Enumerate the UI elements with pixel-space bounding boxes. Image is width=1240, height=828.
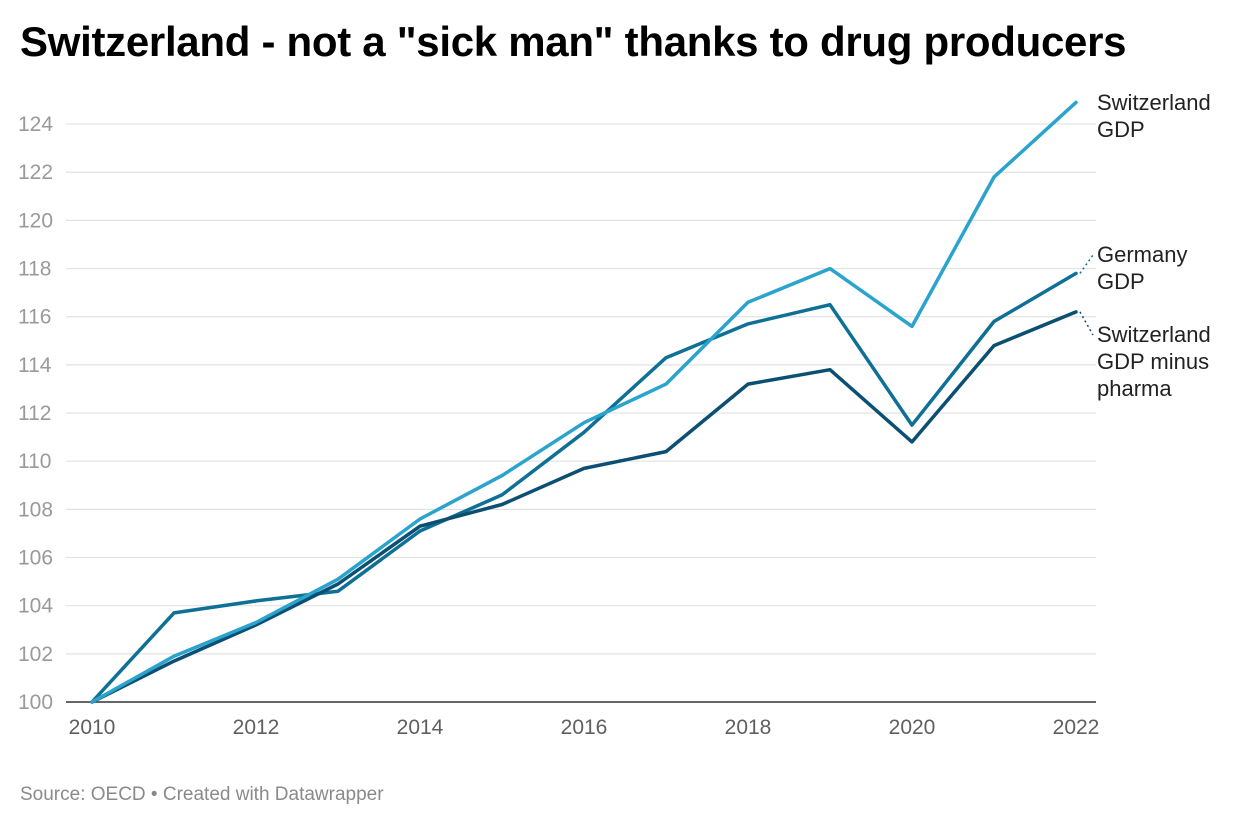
x-tick-label-2020: 2020 bbox=[889, 716, 936, 739]
label-connector-germany bbox=[1079, 254, 1094, 274]
y-tick-label-122: 122 bbox=[18, 161, 53, 184]
x-tick-label-2012: 2012 bbox=[233, 716, 280, 739]
series-line-switzerland-minus-pharma bbox=[90, 310, 1078, 704]
series-labels: Switzerland GDP Germany GDP Switzerland GDP m… bbox=[1079, 90, 1211, 401]
axes: 100 102 104 106 108 110 112 114 116 118 120 122 124 2… bbox=[18, 113, 1099, 739]
source-note: Source: OECD • Created with Datawrapper bbox=[20, 784, 384, 805]
y-tick-label-112: 112 bbox=[18, 402, 51, 425]
y-tick-label-102: 102 bbox=[18, 643, 53, 666]
series-line-switzerland bbox=[90, 100, 1078, 704]
series-line-germany bbox=[90, 271, 1078, 704]
series-label-switzerland: Switzerland GDP bbox=[1097, 90, 1211, 142]
label-connector-switzerland-minus-pharma bbox=[1079, 311, 1094, 336]
y-tick-label-108: 108 bbox=[18, 498, 53, 521]
x-tick-label-2018: 2018 bbox=[725, 716, 772, 739]
series-label-germany: Germany GDP bbox=[1097, 242, 1187, 294]
y-tick-label-120: 120 bbox=[18, 209, 53, 232]
gridlines bbox=[66, 123, 1096, 655]
y-tick-label-110: 110 bbox=[18, 450, 51, 473]
x-tick-label-2014: 2014 bbox=[397, 716, 444, 739]
y-tick-label-118: 118 bbox=[18, 258, 51, 281]
x-tick-label-2022: 2022 bbox=[1053, 716, 1100, 739]
series-lines bbox=[90, 100, 1078, 704]
series-label-switzerland-minus-pharma: Switzerland GDP minus pharma bbox=[1097, 322, 1211, 401]
x-tick-label-2010: 2010 bbox=[69, 716, 116, 739]
y-tick-label-100: 100 bbox=[18, 691, 53, 714]
y-tick-label-124: 124 bbox=[18, 113, 53, 136]
y-tick-label-104: 104 bbox=[18, 595, 53, 618]
y-tick-label-114: 114 bbox=[18, 354, 52, 377]
y-tick-label-106: 106 bbox=[18, 547, 53, 570]
chart-title: Switzerland - not a "sick man" thanks to… bbox=[20, 18, 1127, 65]
y-tick-label-116: 116 bbox=[18, 306, 51, 329]
x-tick-label-2016: 2016 bbox=[561, 716, 608, 739]
